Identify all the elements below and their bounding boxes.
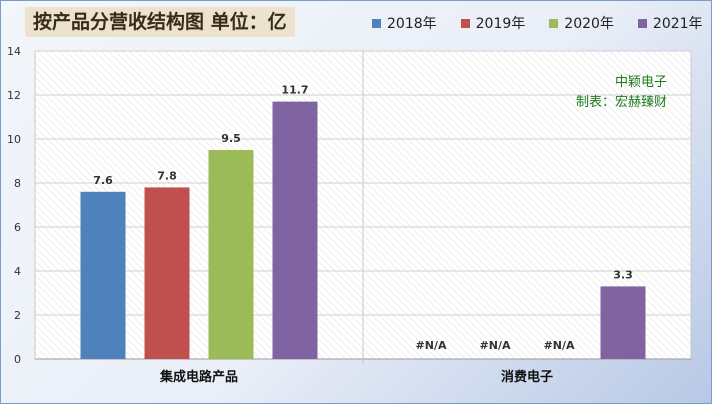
legend-swatch-2020: [549, 18, 559, 28]
bar-2018年: [80, 191, 126, 359]
legend-label-2021: 2021年: [652, 16, 703, 32]
legend-swatch-2021: [637, 18, 647, 28]
x-category-label: 集成电路产品: [159, 369, 238, 385]
legend-swatch-2018: [372, 18, 381, 28]
y-tick-label: 8: [14, 177, 21, 190]
y-tick-label: 4: [14, 265, 21, 278]
legend-item-2019: 2019年: [460, 13, 526, 33]
x-category-label: 消费电子: [501, 369, 553, 385]
data-label: #N/A: [480, 339, 511, 352]
legend: 2018年 2019年 2020年 2021年: [372, 13, 703, 33]
annotation-company: 中颖电子: [614, 75, 667, 90]
y-tick-label: 2: [14, 309, 21, 322]
axes: 0 2 4 6 8 10 12 14 集成电路产品 消费电子: [7, 45, 691, 385]
data-label: #N/A: [544, 339, 575, 352]
data-label: 7.6: [93, 174, 113, 187]
y-tick-label: 0: [14, 353, 21, 366]
y-tick-label: 6: [14, 221, 21, 234]
y-tick-label: 10: [7, 133, 21, 146]
legend-label-2019: 2019年: [475, 16, 526, 32]
data-label: 11.7: [281, 84, 308, 97]
data-label: #N/A: [416, 339, 447, 352]
bar-2020年: [208, 150, 254, 359]
data-label: 9.5: [221, 132, 241, 145]
bar-2021年: [272, 101, 318, 359]
legend-label-2020: 2020年: [564, 16, 614, 32]
data-label: 7.8: [157, 169, 177, 182]
y-tick-label: 14: [7, 45, 21, 58]
bar-2021年: [600, 286, 646, 359]
legend-label-2018: 2018年: [387, 16, 437, 32]
legend-item-2018: 2018年: [372, 13, 437, 33]
legend-item-2020: 2020年: [549, 13, 614, 33]
legend-item-2021: 2021年: [637, 13, 703, 33]
y-tick-label: 12: [7, 89, 21, 102]
bars: [80, 101, 646, 359]
bar-2019年: [144, 187, 190, 359]
data-labels: 7.6 7.8 9.5 11.7 #N/A #N/A #N/A 3.3: [93, 84, 633, 352]
data-label: 3.3: [613, 268, 633, 281]
legend-swatch-2019: [460, 18, 470, 28]
annotation-source: 制表：宏赫臻财: [575, 95, 667, 110]
chart-title: 按产品分营收结构图 单位：亿: [25, 7, 295, 37]
